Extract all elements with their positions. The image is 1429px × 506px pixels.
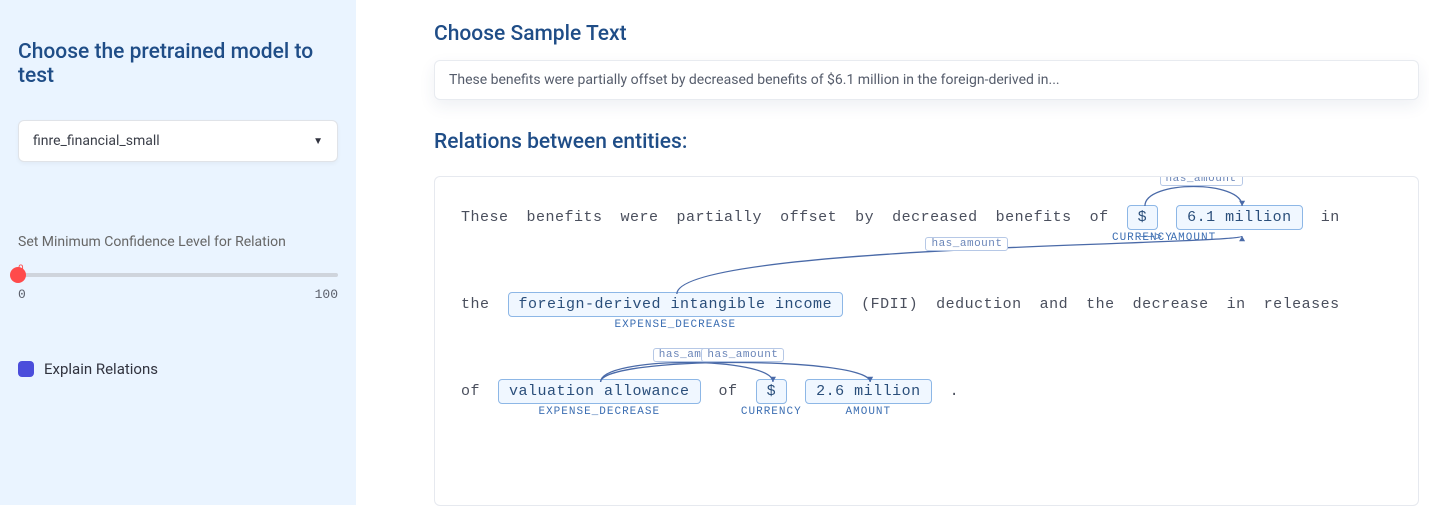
token: by (855, 209, 874, 226)
entity-text: 2.6 million (805, 379, 932, 404)
sample-text-title: Choose Sample Text (434, 22, 1419, 46)
token: These (461, 209, 509, 226)
relation-label: has_amount (925, 237, 1008, 251)
token: benefits (996, 209, 1072, 226)
entity-text: valuation allowance (498, 379, 701, 404)
entity-tag: EXPENSE_DECREASE (538, 406, 660, 418)
sample-text-select[interactable]: These benefits were partially offset by … (434, 60, 1419, 100)
entity-text: $ (756, 379, 788, 404)
token: were (621, 209, 659, 226)
model-select-value: finre_financial_small (33, 133, 160, 149)
relations-title: Relations between entities: (434, 130, 1419, 154)
entity: $CURRENCY (756, 379, 788, 404)
main-panel: Choose Sample Text These benefits were p… (356, 0, 1429, 505)
model-select[interactable]: finre_financial_small ▼ (18, 120, 338, 162)
entity-text: 6.1 million (1176, 205, 1303, 230)
relations-visualization: These benefits were partially offset by decrea… (434, 176, 1419, 506)
token: deduction (936, 296, 1022, 313)
slider-label: Set Minimum Confidence Level for Relatio… (18, 234, 338, 250)
slider-thumb[interactable] (10, 267, 26, 283)
entity-tag: ──> AMOUNT (1140, 232, 1216, 244)
token: of (461, 383, 480, 400)
slider-bounds: 0 100 (18, 287, 338, 302)
token: of (1090, 209, 1109, 226)
token-line: These benefits were partially offset by decrea… (461, 205, 1392, 230)
explain-relations-checkbox[interactable]: Explain Relations (18, 360, 338, 378)
relation-label: has_amount (1160, 176, 1243, 186)
token: decreased (892, 209, 978, 226)
token: and (1040, 296, 1069, 313)
token: in (1227, 296, 1246, 313)
entity-tag: EXPENSE_DECREASE (614, 319, 736, 331)
token: in (1321, 209, 1340, 226)
token: partially (677, 209, 763, 226)
sidebar: Choose the pretrained model to test finr… (0, 0, 356, 505)
model-select-title: Choose the pretrained model to test (18, 40, 338, 88)
relation-label: has_amount (701, 348, 784, 362)
checkbox-icon (18, 361, 34, 377)
entity-tag: CURRENCY (741, 406, 802, 418)
entity: 6.1 million──> AMOUNT (1176, 205, 1303, 230)
entity-text: foreign-derived intangible income (508, 292, 844, 317)
entity: $CURRENCY (1127, 205, 1159, 230)
token: (FDII) (861, 296, 918, 313)
entity-text: $ (1127, 205, 1159, 230)
token: benefits (527, 209, 603, 226)
explain-relations-label: Explain Relations (44, 360, 158, 378)
token: offset (780, 209, 837, 226)
token: of (719, 383, 738, 400)
confidence-slider[interactable] (18, 273, 338, 277)
slider-max: 100 (315, 287, 338, 302)
token: decrease (1133, 296, 1209, 313)
token-line: of valuation allowanceEXPENSE_DECREASE of $… (461, 379, 1392, 404)
sample-text-value: These benefits were partially offset by … (449, 72, 1060, 88)
token: . (950, 383, 960, 400)
entity: valuation allowanceEXPENSE_DECREASE (498, 379, 701, 404)
slider-min: 0 (18, 287, 26, 302)
token: the (461, 296, 490, 313)
entity-tag: AMOUNT (846, 406, 892, 418)
chevron-down-icon: ▼ (313, 136, 323, 147)
token: the (1086, 296, 1115, 313)
entity: 2.6 millionAMOUNT (805, 379, 932, 404)
token: releases (1264, 296, 1340, 313)
entity: foreign-derived intangible incomeEXPENSE… (508, 292, 844, 317)
token-line: the foreign-derived intangible incomeEXPE… (461, 292, 1392, 317)
